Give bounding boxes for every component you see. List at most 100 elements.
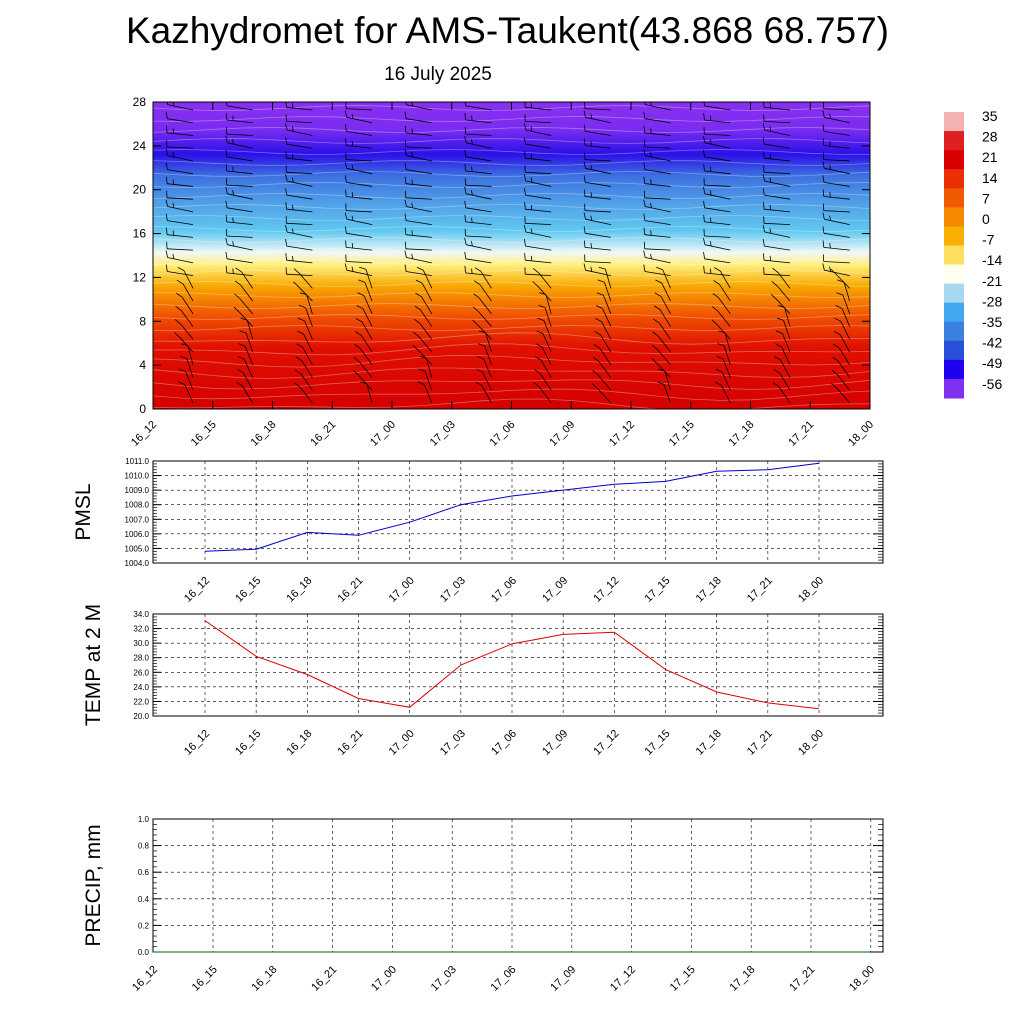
wind-barb xyxy=(405,190,432,200)
wind-barb xyxy=(772,267,791,289)
wind-barb xyxy=(830,268,850,289)
y-tick-label: 0.6 xyxy=(138,868,150,877)
wind-barb xyxy=(643,176,671,187)
y-tick-label: 1011.0 xyxy=(125,457,149,466)
wind-barb xyxy=(165,162,194,175)
wind-barb xyxy=(358,279,373,302)
wind-barb xyxy=(536,330,552,353)
isotherm-lines xyxy=(153,105,870,409)
wind-barb xyxy=(713,280,731,302)
wind-barb xyxy=(355,318,373,340)
wind-barb xyxy=(166,125,194,136)
x-tick-label: 17_09 xyxy=(547,419,577,449)
wind-barb xyxy=(178,381,194,404)
y-tick-label: 30.0 xyxy=(133,639,149,648)
page-title: Kazhydromet for AMS-Taukent(43.868 68.75… xyxy=(125,10,890,51)
wind-barb xyxy=(226,228,253,238)
isoline xyxy=(153,149,870,155)
y-tick-label: 20.0 xyxy=(133,712,149,721)
wind-barb xyxy=(413,318,433,340)
wind-barb xyxy=(236,368,254,391)
wind-barb xyxy=(643,111,671,124)
x-tick-label: 16_12 xyxy=(182,575,212,605)
wind-barb xyxy=(584,102,611,111)
wind-barb xyxy=(473,293,492,315)
wind-barb xyxy=(822,124,850,136)
y-tick-label: 26.0 xyxy=(133,668,149,677)
isoline xyxy=(153,127,870,133)
wind-barb xyxy=(718,330,731,353)
wind-barb xyxy=(297,317,313,340)
wind-barb xyxy=(643,250,671,264)
colorbar-label: -28 xyxy=(982,293,1002,309)
wind-barb xyxy=(823,152,850,162)
wind-barb xyxy=(524,253,552,264)
wind-barb xyxy=(651,344,671,366)
wind-barb xyxy=(344,110,373,124)
wind-barb xyxy=(763,102,791,111)
wind-barb xyxy=(464,135,492,149)
wind-barb xyxy=(835,305,851,327)
x-tick-label: 17_03 xyxy=(428,419,458,449)
isoline xyxy=(153,248,870,254)
wind-barb xyxy=(464,265,492,277)
isoline xyxy=(153,160,870,166)
isoline xyxy=(153,138,870,144)
wind-barb xyxy=(837,279,851,302)
isoline xyxy=(153,215,870,221)
wind-barb xyxy=(413,331,433,353)
x-tick-label: 17_00 xyxy=(369,964,399,994)
wind-barb xyxy=(703,214,731,226)
x-tick-label: 16_21 xyxy=(336,728,366,758)
precip-panel: 0.0 0.2 0.4 0.6 0.8 1.0 16_12 16_15 16_18 16_21 17… xyxy=(82,815,884,994)
wind-barb xyxy=(237,356,254,378)
wind-barb xyxy=(775,330,791,353)
wind-barb xyxy=(404,176,432,187)
wind-barb xyxy=(643,162,671,175)
wind-barb xyxy=(714,381,731,404)
x-tick-label: 16_15 xyxy=(190,964,220,994)
wind-barb xyxy=(775,343,791,365)
x-tick-label: 17_21 xyxy=(745,575,775,605)
wind-barb xyxy=(464,214,492,226)
colorbar-swatch xyxy=(944,169,964,189)
wind-barb xyxy=(763,202,791,213)
wind-barb xyxy=(822,138,850,149)
wind-barb xyxy=(822,175,850,187)
wind-barb xyxy=(523,174,552,187)
wind-barb xyxy=(475,381,492,404)
wind-barb xyxy=(652,331,671,353)
isoline xyxy=(153,343,870,356)
wind-barb xyxy=(464,251,492,264)
wind-barb xyxy=(236,381,254,404)
colorbar-swatch xyxy=(944,112,964,132)
wind-barb xyxy=(180,343,194,365)
wind-barb xyxy=(293,281,313,302)
wind-barb xyxy=(412,345,433,366)
wind-barb xyxy=(643,199,671,213)
wind-barb xyxy=(703,228,731,238)
wind-barb xyxy=(165,250,194,264)
colorbar-swatch xyxy=(944,264,964,285)
wind-barb xyxy=(285,267,313,277)
colorbar-swatch xyxy=(944,378,964,399)
wind-barb xyxy=(763,114,791,124)
wind-barb xyxy=(360,381,373,404)
x-tick-label: 17_03 xyxy=(429,964,459,994)
temp2m-frame xyxy=(152,613,884,717)
wind-barb xyxy=(166,176,194,187)
x-tick-label: 16_18 xyxy=(250,964,280,994)
wind-barb xyxy=(711,319,731,340)
y-tick-label: 1010.0 xyxy=(125,472,150,481)
wind-barb xyxy=(524,239,552,251)
wind-barb xyxy=(657,381,671,404)
wind-barb xyxy=(345,102,373,111)
wind-barb xyxy=(176,279,194,302)
wind-barb xyxy=(285,253,313,264)
wind-barb xyxy=(703,135,731,149)
wind-barb xyxy=(643,227,671,238)
x-tick-label: 17_21 xyxy=(786,419,816,449)
isoline xyxy=(153,332,870,345)
wind-barb xyxy=(225,149,253,162)
wind-barb xyxy=(285,188,313,200)
